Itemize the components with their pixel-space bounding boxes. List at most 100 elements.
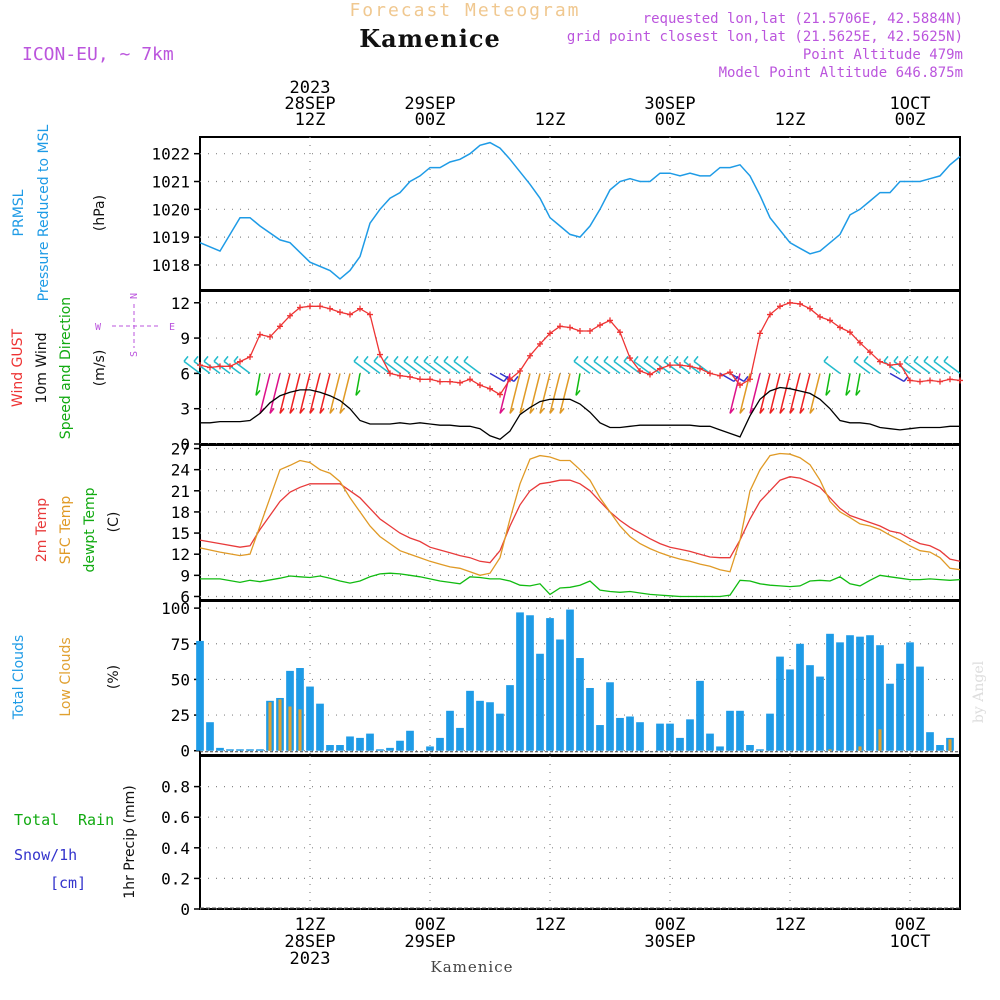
wind-barb (549, 373, 561, 414)
wind-barb (823, 355, 841, 374)
wind-barb-shaft (799, 373, 811, 414)
wind-barb (673, 355, 691, 374)
gust-marker (937, 378, 943, 385)
wind-barb-shaft (423, 360, 441, 374)
wind-ytick-label: 0 (180, 435, 190, 454)
total-clouds-bar (456, 727, 464, 751)
wind-barb-shaft (213, 360, 231, 374)
wind-barb-head (329, 407, 335, 414)
wind-barb-shaft (823, 360, 841, 374)
low-clouds-bar (858, 746, 862, 751)
precip-snow-unit: [cm] (50, 874, 86, 892)
wind-barb (809, 373, 821, 414)
gust-marker (307, 303, 313, 310)
gust-marker (667, 362, 673, 369)
total-clouds-bar (346, 736, 354, 751)
wind-barb (339, 373, 351, 414)
wind-barb (633, 355, 651, 374)
grid-point-coords: grid point closest lon,lat (21.5625E, 42… (567, 29, 963, 45)
total-clouds-bar (336, 745, 344, 751)
pressure-axis-labels: PRMSL Pressure Reduced to MSL (hPa) (11, 124, 108, 301)
wind-barb (863, 355, 881, 374)
bottom-time-label: 12Z (775, 915, 806, 935)
wind-barb-head (883, 355, 889, 362)
gust-marker (497, 391, 503, 398)
wind-barb (289, 373, 301, 414)
wind-barb (889, 372, 909, 383)
wind-barb (363, 355, 381, 374)
wind-barb-shaft (433, 360, 451, 374)
gust-marker (247, 353, 253, 360)
wind-barb-head (383, 355, 389, 362)
total-clouds-bar (626, 716, 634, 751)
low-clouds-label: Low Clouds (58, 637, 74, 716)
wind-barb-shaft (489, 372, 505, 383)
wind-barb-shaft (499, 373, 511, 414)
wind-barb-head (683, 355, 689, 362)
wind-barb (373, 355, 391, 374)
total-clouds-bar (206, 722, 214, 751)
low-clouds-bar (878, 729, 882, 751)
total-clouds-bar (516, 612, 524, 751)
wind-barb (643, 355, 661, 374)
wind-barb-shaft (583, 360, 601, 374)
total-clouds-bar (356, 737, 364, 751)
total-clouds-bar (526, 615, 534, 751)
precip-snow-label: Snow/1h (14, 846, 77, 864)
wind-barb (559, 373, 571, 414)
wind-barb-head (279, 407, 285, 414)
total-clouds-bar (816, 676, 824, 751)
gust-marker (527, 352, 533, 359)
clouds-ytick-label: 100 (161, 599, 190, 618)
pressure-ytick-label: 1022 (151, 145, 190, 164)
gust-marker (257, 331, 263, 338)
wind-barb-head (393, 355, 399, 362)
top-time-label: 12Z (535, 110, 566, 130)
precipitation-ytick-label: 0 (180, 900, 190, 919)
wind-barb-head (673, 355, 679, 362)
gust-marker (767, 311, 773, 318)
wind-barb-shaft (593, 360, 611, 374)
wind-barb-shaft (913, 360, 931, 374)
wind-barb (193, 355, 211, 374)
wind-barb (423, 355, 441, 374)
total-clouds-bar (716, 746, 724, 751)
total-clouds-bar (466, 690, 474, 751)
precipitation-frame (199, 755, 961, 910)
dewpoint-line (200, 572, 961, 598)
total-clouds-bar (246, 749, 254, 751)
gust-marker (577, 328, 583, 335)
wind-barb-head (539, 407, 545, 414)
bottom-time-label: 12Z (535, 915, 566, 935)
pressure-label-msl: Pressure Reduced to MSL (36, 124, 52, 301)
temperature-ytick-label: 15 (171, 524, 190, 543)
total-clouds-bar (926, 732, 934, 751)
precipitation-ytick-label: 0.4 (161, 839, 190, 858)
wind-barb (825, 373, 831, 396)
wind-barb-shaft (943, 360, 961, 374)
wind-barb (855, 373, 861, 396)
gust-marker (777, 303, 783, 310)
wind-barb-shaft (769, 373, 781, 414)
wind-barb-shaft (573, 360, 591, 374)
temperature-axis-labels: 2m Temp SFC Temp dewpt Temp (C) (34, 487, 122, 572)
wind-barb-shaft (845, 373, 851, 396)
gust-marker (867, 349, 873, 356)
wind-barb (509, 373, 521, 414)
gust-marker (607, 317, 613, 324)
gust-marker (557, 323, 563, 330)
wind-barb (393, 355, 411, 374)
gust-marker (417, 376, 423, 383)
total-clouds-bar (876, 645, 884, 751)
bottom-time-label: 1OCT (890, 932, 931, 952)
clouds-ytick-label: 75 (171, 635, 190, 654)
total-clouds-bar (666, 723, 674, 751)
wind-barb-head (943, 355, 949, 362)
total-clouds-bar (396, 740, 404, 751)
precipitation-ytick-label: 0.8 (161, 778, 190, 797)
gust-marker (457, 379, 463, 386)
total-clouds-bar (546, 618, 554, 751)
gust-marker (587, 328, 593, 335)
gust-marker (787, 299, 793, 306)
